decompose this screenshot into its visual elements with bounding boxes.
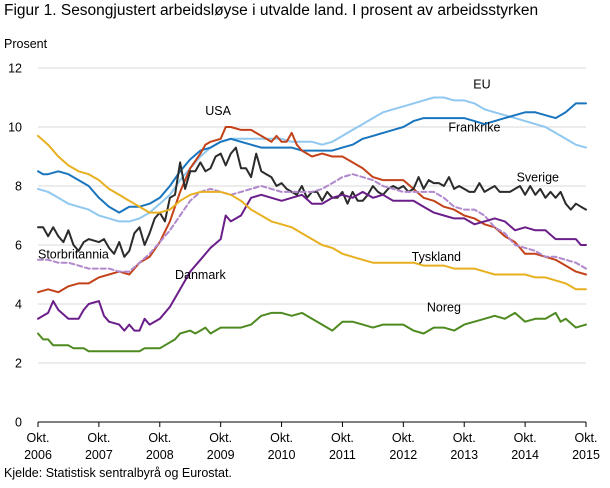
x-tick-label-month: Okt.	[453, 431, 476, 445]
x-tick-label-year: 2008	[146, 448, 174, 462]
series-label-tyskland: Tyskland	[412, 250, 461, 264]
series-label-usa: USA	[205, 104, 231, 118]
x-tick-label-month: Okt.	[331, 431, 354, 445]
grid-lines	[38, 67, 586, 423]
series-line-sverige	[37, 146, 587, 258]
x-tick-label-month: Okt.	[209, 431, 232, 445]
x-tick-label-year: 2006	[24, 448, 52, 462]
source-note: Kjelde: Statistisk sentralbyrå og Eurost…	[4, 466, 232, 480]
series-line-storbritannia	[37, 173, 587, 273]
x-tick-label-year: 2007	[85, 448, 113, 462]
y-tick-label: 0	[15, 416, 22, 430]
series-label-frankrike: Frankrike	[448, 120, 500, 134]
y-axis-label: Prosent	[4, 37, 48, 51]
series-label-sverige: Sverige	[517, 171, 559, 185]
series-labels: EU Frankrike USA Sverige Storbritannia Danmar…	[38, 78, 559, 315]
series-label-storbritannia: Storbritannia	[38, 247, 109, 261]
y-tick-label: 8	[15, 180, 22, 194]
series-line-eu	[37, 96, 587, 223]
chart-title: Figur 1. Sesongjustert arbeidsløyse i ut…	[4, 2, 539, 19]
y-tick-label: 12	[8, 62, 22, 76]
x-tick-label-month: Okt.	[148, 431, 171, 445]
series-line-noreg	[37, 311, 587, 353]
y-tick-label: 2	[15, 357, 22, 371]
x-tick-label-year: 2009	[207, 448, 235, 462]
series-label-noreg: Noreg	[427, 300, 461, 314]
series-lines	[37, 96, 587, 353]
x-tick-labels: Okt. 2006 Okt. 2007 Okt. 2008 Okt. 2009 Okt. 2010…	[24, 422, 600, 462]
series-line-frankrike	[37, 102, 587, 214]
x-tick-label-month: Okt.	[392, 431, 415, 445]
x-tick-label-year: 2010	[268, 448, 296, 462]
series-line-danmark	[37, 190, 587, 332]
y-tick-label: 10	[8, 121, 22, 135]
x-tick-label-month: Okt.	[514, 431, 537, 445]
series-label-eu: EU	[473, 78, 490, 92]
series-label-danmark: Danmark	[175, 268, 226, 282]
series-line-tyskland	[37, 134, 587, 291]
y-tick-label: 6	[15, 239, 22, 253]
series-line-usa	[37, 126, 587, 294]
x-tick-label-year: 2012	[389, 448, 417, 462]
x-tick-label-year: 2015	[572, 448, 600, 462]
x-tick-label-month: Okt.	[27, 431, 50, 445]
x-tick-label-month: Okt.	[270, 431, 293, 445]
x-tick-label-year: 2011	[329, 448, 356, 462]
x-tick-label-month: Okt.	[87, 431, 110, 445]
y-tick-labels: 0 2 4 6 8 10 12	[8, 62, 22, 430]
y-tick-label: 4	[15, 298, 22, 312]
x-tick-label-year: 2013	[450, 448, 478, 462]
x-tick-label-year: 2014	[511, 448, 539, 462]
x-tick-label-month: Okt.	[575, 431, 598, 445]
